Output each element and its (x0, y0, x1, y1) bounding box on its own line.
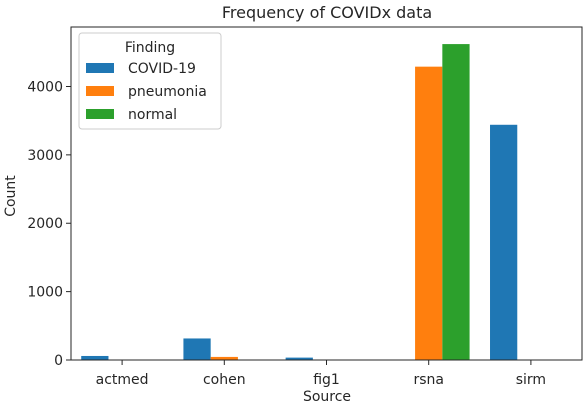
x-tick-label: fig1 (313, 372, 340, 388)
x-tick-label: cohen (203, 372, 246, 388)
legend-label-normal: normal (128, 107, 177, 123)
bars (81, 44, 518, 361)
legend-label-covid-19: COVID-19 (128, 61, 196, 77)
legend-label-pneumonia: pneumonia (128, 84, 207, 100)
y-ticks: 0 1000 2000 3000 4000 (27, 79, 71, 369)
legend: Finding COVID-19 pneumonia normal (78, 32, 222, 130)
bar-sirm-covid-19 (490, 124, 518, 360)
x-ticks: actmed cohen fig1 rsna sirm (96, 360, 546, 388)
bar-rsna-normal (442, 44, 470, 361)
legend-box (78, 32, 222, 130)
y-tick-label: 1000 (27, 285, 63, 301)
legend-swatch-normal (86, 109, 114, 119)
y-axis-label: Count (3, 175, 19, 217)
x-axis-label: Source (303, 389, 351, 402)
legend-swatch-covid-19 (86, 63, 114, 73)
y-tick-label: 4000 (27, 79, 63, 95)
x-tick-label: rsna (413, 372, 444, 388)
y-tick-label: 2000 (27, 216, 63, 232)
bar-cohen-covid-19 (183, 338, 211, 360)
legend-title: Finding (125, 40, 175, 56)
bar-fig1-covid-19 (285, 357, 313, 360)
y-tick-label: 0 (54, 353, 63, 369)
legend-items: COVID-19 pneumonia normal (86, 61, 207, 123)
chart-title: Frequency of COVIDx data (222, 3, 432, 22)
bar-rsna-pneumonia (415, 66, 443, 360)
x-tick-label: sirm (516, 372, 546, 388)
legend-swatch-pneumonia (86, 86, 114, 96)
bar-actmed-covid-19 (81, 355, 109, 360)
y-tick-label: 3000 (27, 148, 63, 164)
bar-cohen-pneumonia (210, 356, 238, 360)
x-tick-label: actmed (96, 372, 149, 388)
